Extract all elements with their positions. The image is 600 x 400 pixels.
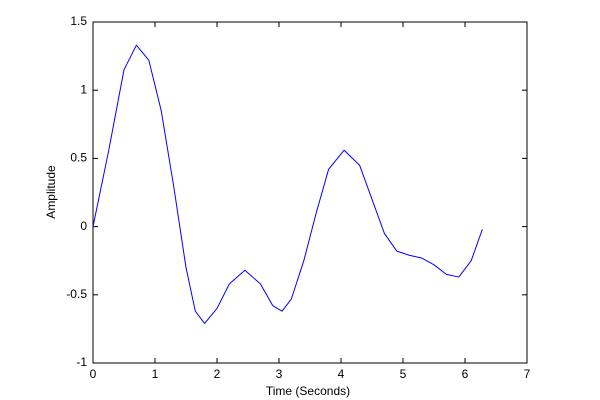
x-tick-label: 6 [462,367,469,381]
x-tick-label: 3 [276,367,283,381]
x-axis-label: Time (Seconds) [266,384,350,398]
y-tick-label: 1.5 [70,14,87,28]
y-axis-label: Amplitude [44,165,58,219]
plot-box [92,21,528,364]
x-tick-label: 2 [214,367,221,381]
y-tick-label: 0 [80,219,87,233]
data-line [92,44,483,324]
y-tick-label: 0.5 [70,151,87,165]
y-tick-label: -0.5 [66,287,87,301]
x-tick-label: 4 [338,367,345,381]
x-tick-label: 1 [152,367,159,381]
x-tick-label: 7 [524,367,531,381]
y-tick-label: -1 [76,355,87,369]
y-tick-label: 1 [80,82,87,96]
x-tick-label: 0 [90,367,97,381]
x-tick-label: 5 [400,367,407,381]
